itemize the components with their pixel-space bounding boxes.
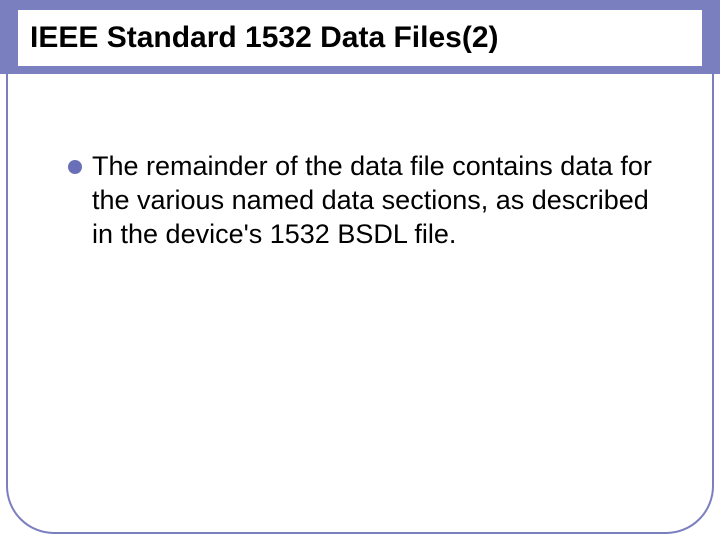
body-area: The remainder of the data file contains … xyxy=(68,150,660,251)
slide-title: IEEE Standard 1532 Data Files(2) xyxy=(30,21,499,55)
title-strip: IEEE Standard 1532 Data Files(2) xyxy=(18,10,702,66)
bullet-item: The remainder of the data file contains … xyxy=(68,150,660,251)
slide-frame xyxy=(6,6,714,534)
bullet-dot-icon xyxy=(68,160,82,174)
bullet-text: The remainder of the data file contains … xyxy=(92,150,660,251)
